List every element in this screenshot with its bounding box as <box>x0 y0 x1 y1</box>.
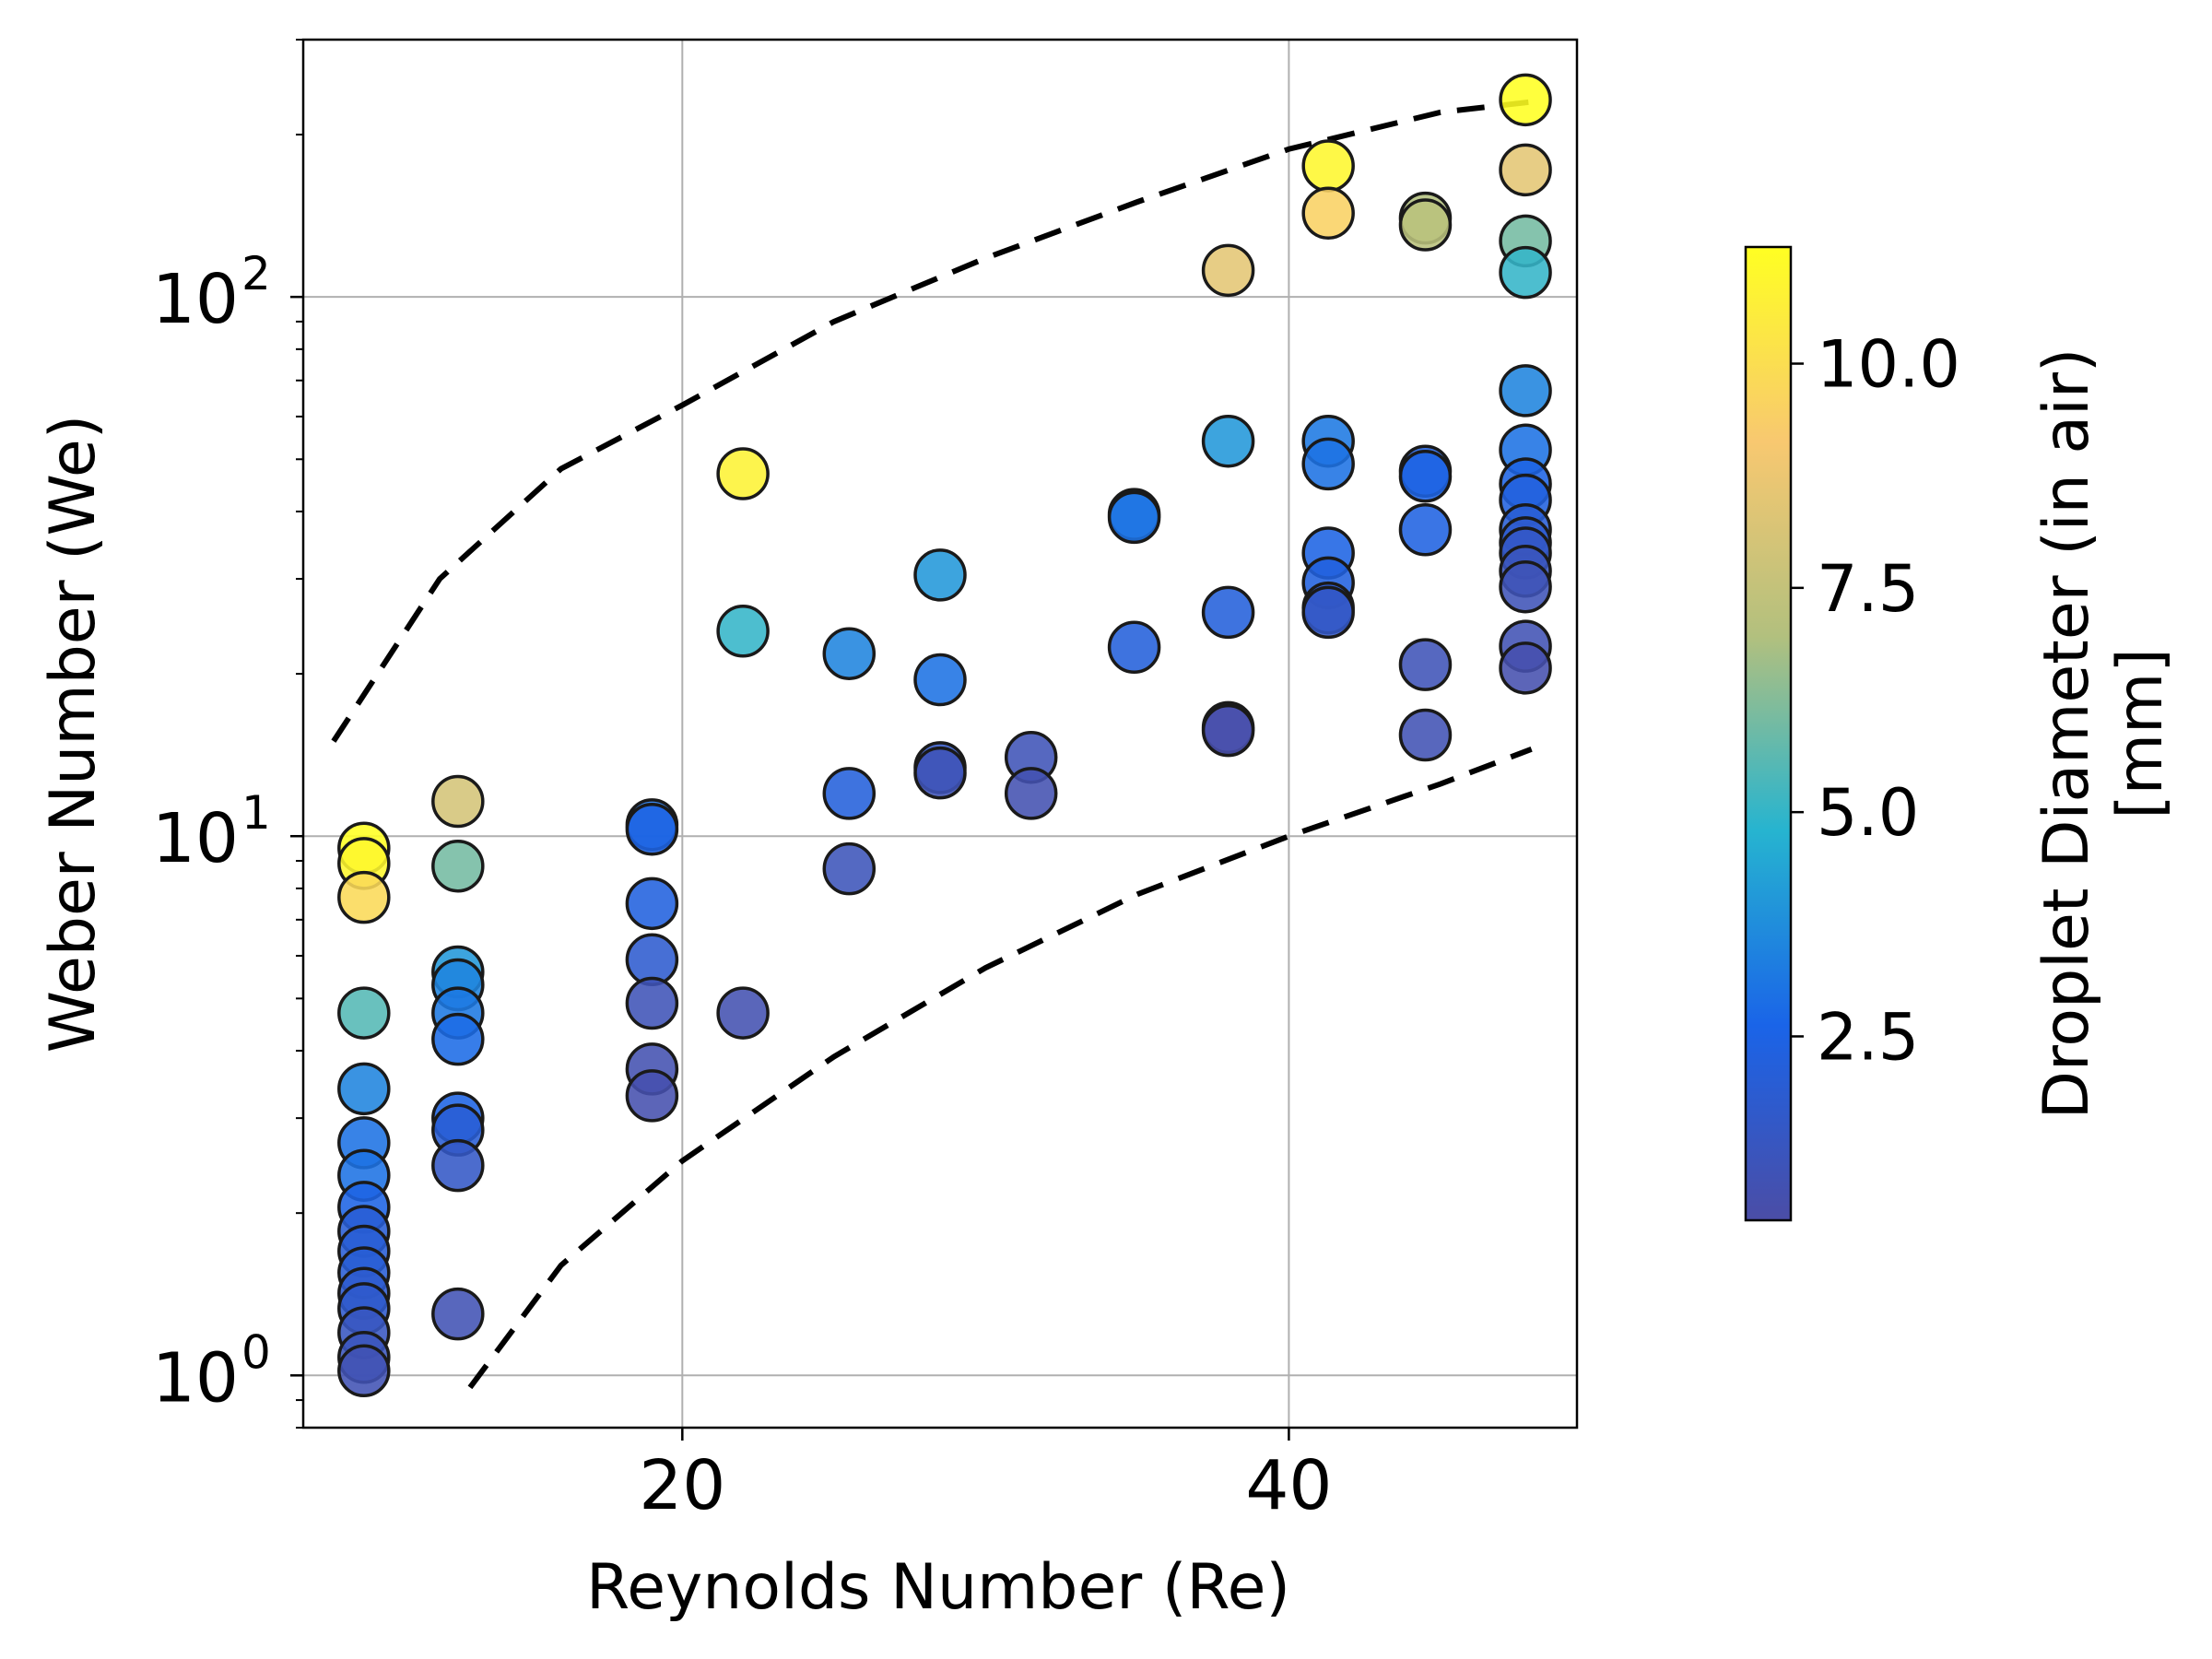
data-point <box>431 774 485 829</box>
y-tick-label: 10 <box>152 1338 239 1418</box>
plot-frame <box>301 38 1579 1430</box>
data-point <box>1499 245 1552 300</box>
x-axis-label: Reynolds Number (Re) <box>586 1551 1290 1624</box>
y-tick-exponent: 0 <box>241 1325 271 1379</box>
data-point <box>716 447 770 500</box>
data-point <box>1301 186 1355 241</box>
guide-lines <box>331 99 1533 1390</box>
y-axis-label: Weber Number (We) <box>37 415 110 1053</box>
colorbar-tick-label: 10.0 <box>1817 327 1960 403</box>
data-point <box>1499 364 1552 418</box>
data-point <box>822 627 877 680</box>
data-point <box>913 653 967 707</box>
data-point <box>913 548 967 602</box>
data-point <box>1398 503 1453 557</box>
guide-line <box>331 99 1532 743</box>
data-point <box>1301 139 1355 193</box>
data-point <box>1004 767 1058 820</box>
data-point <box>337 986 391 1040</box>
data-point <box>337 1344 391 1398</box>
data-point <box>1107 620 1161 675</box>
data-point <box>1201 585 1255 640</box>
data-point <box>716 986 770 1040</box>
data-point <box>1398 638 1453 691</box>
colorbar-tick-label: 5.0 <box>1817 775 1919 851</box>
guide-line <box>467 747 1533 1390</box>
data-point <box>625 802 679 856</box>
x-tick-label: 40 <box>1245 1446 1332 1525</box>
grid <box>303 40 1577 1428</box>
data-point <box>1107 490 1161 545</box>
data-point <box>431 1287 485 1341</box>
data-point <box>1499 143 1552 197</box>
data-point <box>1201 703 1255 758</box>
data-point <box>625 976 679 1030</box>
data-point <box>1398 449 1453 503</box>
data-point <box>1499 559 1552 614</box>
data-point <box>431 839 485 893</box>
data-point <box>1398 708 1453 762</box>
data-point <box>716 605 770 658</box>
data-point <box>822 767 877 820</box>
y-tick-label: 10 <box>152 799 239 878</box>
data-point <box>1499 73 1552 127</box>
x-tick-label: 20 <box>639 1446 725 1525</box>
colorbar-tick-label: 7.5 <box>1817 551 1919 627</box>
data-point <box>1499 641 1552 695</box>
y-tick-exponent: 1 <box>241 786 271 840</box>
data-point <box>1301 585 1355 640</box>
colorbar-label-line1: Droplet Diameter (in air) <box>2030 348 2103 1120</box>
data-point <box>913 746 967 800</box>
y-tick-exponent: 2 <box>241 247 271 300</box>
data-point <box>337 870 391 924</box>
data-point <box>1398 198 1453 252</box>
y-tick-label: 10 <box>152 260 239 339</box>
data-point <box>1201 243 1255 298</box>
colorbar-label-line2: [mm] <box>2104 648 2177 819</box>
data-point <box>1301 437 1355 491</box>
colorbar <box>1744 245 1793 1222</box>
data-points <box>337 73 1552 1398</box>
data-point <box>822 841 877 896</box>
data-point <box>431 1012 485 1066</box>
data-point <box>1201 414 1255 468</box>
data-point <box>625 1069 679 1123</box>
colorbar-ticks: 2.5 5.0 7.5 10.0 <box>1791 327 1960 1075</box>
colorbar-tick-label: 2.5 <box>1817 999 1919 1075</box>
data-point <box>625 877 679 931</box>
data-point <box>431 1138 485 1193</box>
data-point <box>337 1062 391 1116</box>
